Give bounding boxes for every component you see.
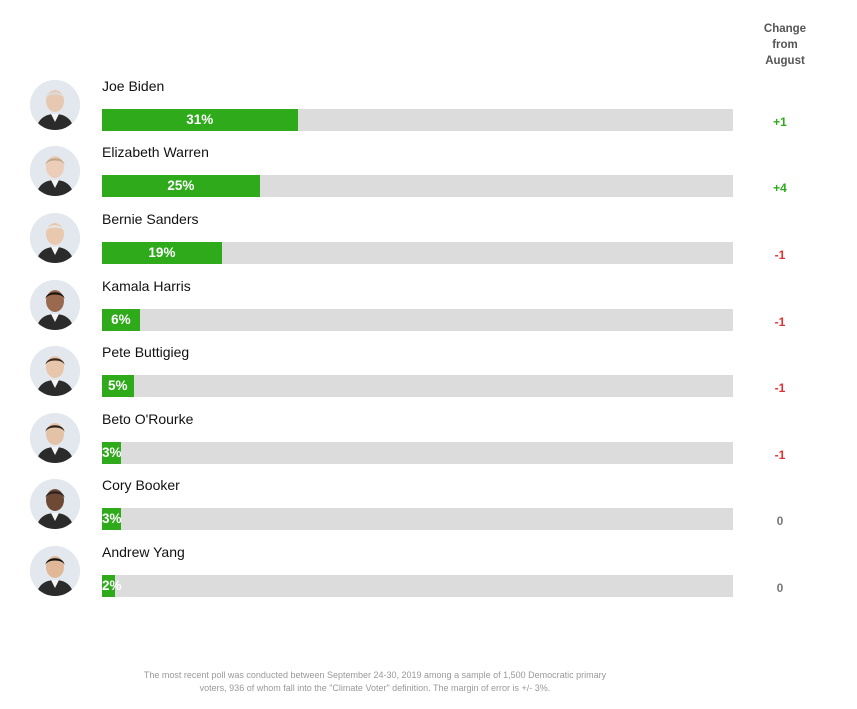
change-value: -1: [774, 381, 786, 395]
candidate-name: Cory Booker: [102, 477, 180, 493]
candidate-name: Pete Buttigieg: [102, 344, 190, 360]
candidate-avatar: [30, 146, 80, 196]
bar-fill: 3%: [102, 508, 122, 530]
bar-value-label: 6%: [111, 312, 131, 327]
bar-value-label: 3%: [102, 445, 122, 460]
candidate-name: Beto O'Rourke: [102, 411, 194, 427]
candidate-row: Cory Booker 3% 0: [0, 477, 857, 546]
candidate-row: Beto O'Rourke 3% -1: [0, 411, 857, 480]
change-value: +1: [773, 115, 787, 129]
bar-fill: 5%: [102, 375, 134, 397]
bar-value-label: 25%: [167, 178, 195, 193]
change-header-line: Change: [763, 23, 807, 35]
candidate-name: Bernie Sanders: [102, 211, 199, 227]
candidate-avatar: [30, 213, 80, 263]
bar-fill: 2%: [102, 575, 122, 597]
bar-track: 2%: [102, 575, 733, 597]
candidate-row: Bernie Sanders 19% -1: [0, 211, 857, 280]
bar-fill: 25%: [102, 175, 260, 197]
change-value: -1: [774, 315, 786, 329]
bar-track: 19%: [102, 242, 733, 264]
candidate-row: Pete Buttigieg 5% -1: [0, 344, 857, 413]
candidate-row: Andrew Yang 2% 0: [0, 544, 857, 613]
candidate-name: Kamala Harris: [102, 278, 191, 294]
bar-value-label: 31%: [186, 112, 214, 127]
bar-track: 25%: [102, 175, 733, 197]
footnote-line: voters, 936 of whom fall into the "Clima…: [199, 683, 551, 693]
bar-track: 5%: [102, 375, 733, 397]
bar-fill: 19%: [102, 242, 222, 264]
candidate-name: Joe Biden: [102, 78, 165, 94]
candidate-avatar: [30, 346, 80, 396]
bar-track: 6%: [102, 309, 733, 331]
bar-value-label: 5%: [108, 378, 128, 393]
candidate-row: Kamala Harris 6% -1: [0, 278, 857, 347]
candidate-row: Elizabeth Warren 25% +4: [0, 144, 857, 213]
candidate-avatar: [30, 280, 80, 330]
candidate-avatar: [30, 413, 80, 463]
candidate-name: Elizabeth Warren: [102, 144, 209, 160]
bar-track: 3%: [102, 508, 733, 530]
bar-value-label: 2%: [102, 578, 122, 593]
footnote-line: The most recent poll was conducted betwe…: [143, 670, 607, 680]
candidate-name: Andrew Yang: [102, 544, 185, 560]
change-value: -1: [774, 248, 786, 262]
candidate-avatar: [30, 546, 80, 596]
candidate-avatar: [30, 479, 80, 529]
candidate-avatar: [30, 80, 80, 130]
bar-value-label: 19%: [148, 245, 176, 260]
change-header-line: August: [765, 55, 805, 67]
bar-fill: 6%: [102, 309, 140, 331]
bar-track: 3%: [102, 442, 733, 464]
bar-fill: 3%: [102, 442, 122, 464]
candidate-row: Joe Biden 31% +1: [0, 78, 857, 147]
change-value: 0: [776, 514, 784, 528]
footnote: The most recent poll was conducted betwe…: [130, 669, 620, 695]
change-value: 0: [776, 581, 784, 595]
change-from-august-header: Change from August: [755, 21, 815, 69]
change-value: -1: [774, 448, 786, 462]
change-value: +4: [773, 181, 787, 195]
bar-track: 31%: [102, 109, 733, 131]
bar-value-label: 3%: [102, 511, 122, 526]
change-header-line: from: [772, 39, 798, 51]
bar-fill: 31%: [102, 109, 298, 131]
